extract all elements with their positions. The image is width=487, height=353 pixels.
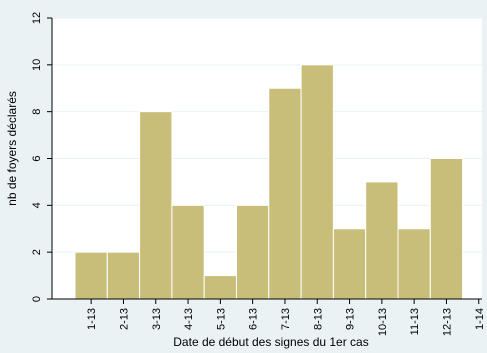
bar-1-13	[74, 251, 108, 300]
x-tick-label: 4-13	[183, 308, 195, 330]
bar-8-13	[300, 64, 334, 300]
x-tick-label: 5-13	[215, 308, 227, 330]
bar-3-13	[139, 111, 173, 300]
x-tick-label: 8-13	[312, 308, 324, 330]
x-axis: 1-13 2-13 3-13 4-13 5-13 6-13 7-13 8-13 9-13 10-1…	[52, 298, 486, 336]
y-tick-label: 4	[31, 202, 43, 208]
x-tick-label: 10-13	[377, 308, 389, 336]
bar-4-13	[171, 204, 205, 300]
y-tick-label: 10	[31, 59, 43, 71]
x-tick-label: 11-13	[409, 308, 421, 335]
x-axis-title: Date de début des signes du 1er cas	[173, 335, 368, 349]
y-axis-title: nb de foyers déclarés	[5, 91, 19, 206]
bar-2-13	[106, 251, 141, 300]
bar-9-13	[332, 228, 367, 300]
y-tick-label: 8	[31, 109, 43, 115]
bar-10-13	[365, 181, 399, 300]
bars	[74, 64, 464, 300]
y-axis: 0 2 4 6 8 10 12	[31, 12, 53, 302]
x-tick-label: 1-14	[474, 308, 486, 330]
x-tick-label: 12-13	[441, 308, 453, 336]
y-tick-label: 0	[31, 296, 43, 302]
x-tick-label: 2-13	[118, 308, 130, 330]
x-tick-label: 9-13	[345, 308, 357, 330]
y-tick-label: 6	[31, 155, 43, 161]
bar-7-13	[268, 87, 302, 300]
x-tick-label: 6-13	[248, 308, 260, 330]
bar-5-13	[203, 275, 237, 300]
bar-6-13	[236, 204, 270, 300]
y-tick-label: 12	[31, 12, 43, 24]
bar-11-13	[397, 228, 431, 300]
bar-12-13	[429, 158, 464, 300]
x-tick-label: 7-13	[280, 308, 292, 330]
y-tick-label: 2	[31, 249, 43, 255]
x-tick-label: 1-13	[86, 308, 98, 330]
x-tick-label: 3-13	[151, 308, 163, 330]
